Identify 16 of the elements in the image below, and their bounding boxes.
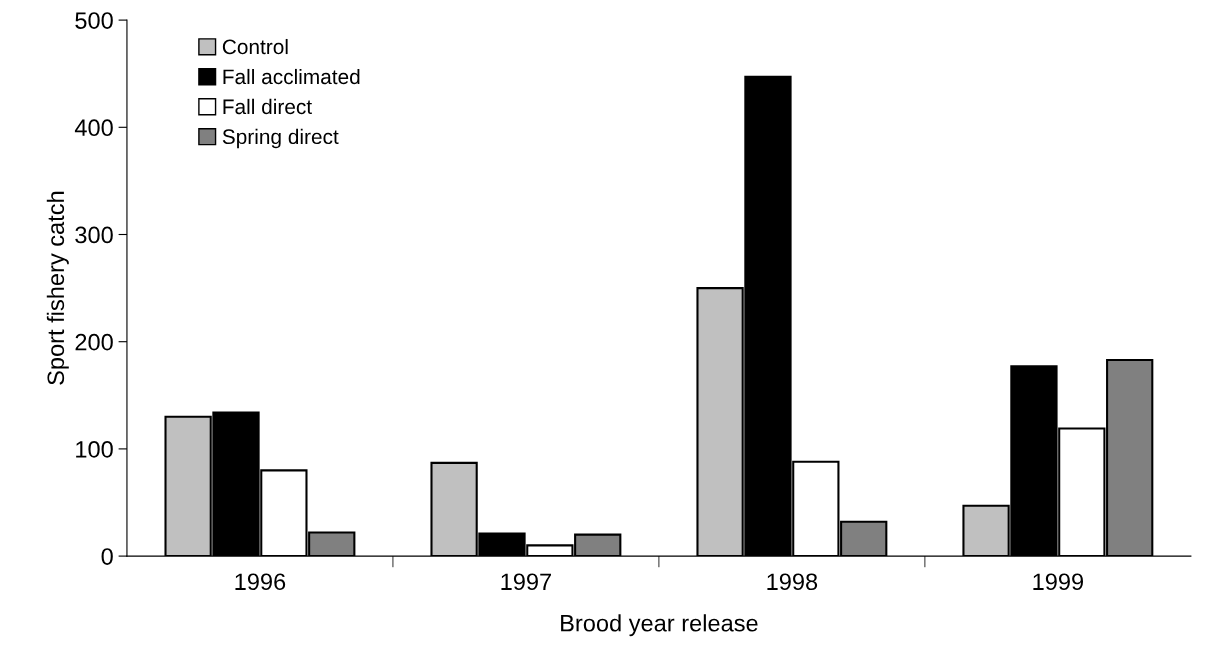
x-tick-label: 1999 bbox=[1033, 573, 1084, 591]
x-axis-title: Brood year release bbox=[561, 614, 758, 637]
legend-label: Fall direct bbox=[223, 98, 312, 115]
x-tick-label: 1998 bbox=[767, 573, 818, 591]
y-tick-label: 0 bbox=[101, 548, 113, 565]
legend-label: Fall acclimated bbox=[223, 68, 360, 85]
legend-label: Control bbox=[222, 38, 288, 55]
x-tick-label: 1996 bbox=[235, 573, 286, 591]
legend-label: Spring direct bbox=[222, 128, 339, 149]
y-axis-title: Sport fishery catch bbox=[46, 191, 69, 385]
y-tick-label: 100 bbox=[76, 440, 113, 458]
x-tick-label: 1997 bbox=[501, 573, 551, 591]
y-tick-label: 300 bbox=[75, 226, 113, 244]
y-tick-label: 500 bbox=[75, 12, 113, 29]
y-tick-label: 200 bbox=[75, 333, 113, 351]
y-tick-label: 400 bbox=[74, 119, 113, 137]
